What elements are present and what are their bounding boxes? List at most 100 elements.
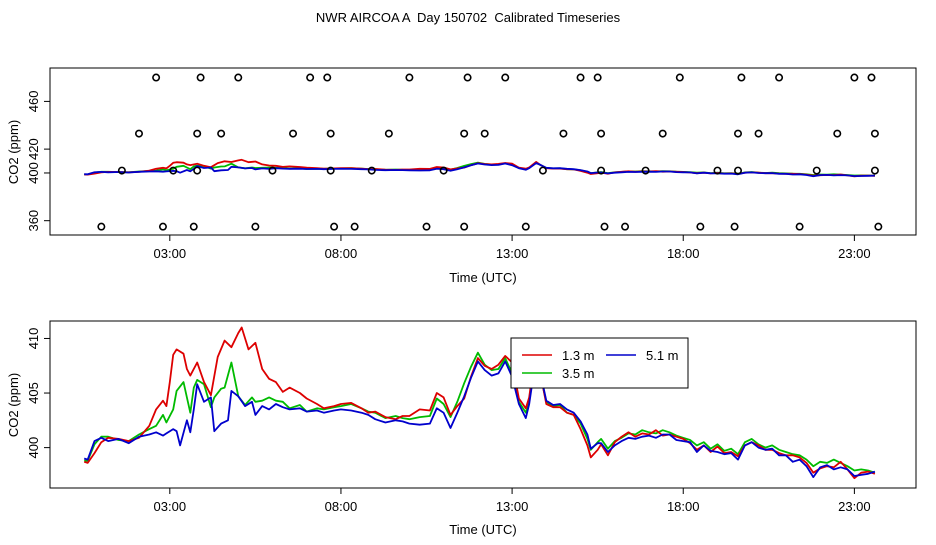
calibration-point: [734, 129, 743, 138]
calibration-point: [795, 222, 804, 231]
page-title: NWR AIRCOA A Day 150702 Calibrated Times…: [316, 10, 621, 25]
top-x-axis-label: Time (UTC): [449, 270, 516, 285]
series-line-1-3-m: [83, 326, 876, 480]
x-tick-label: 08:00: [325, 499, 358, 514]
y-tick-label: 460: [26, 91, 41, 113]
calibration-point: [597, 166, 606, 175]
calibration-point: [169, 166, 178, 175]
x-tick-label: 13:00: [496, 246, 529, 261]
calibration-point: [675, 73, 684, 82]
top-plot-frame: [49, 67, 917, 236]
legend-box: [510, 337, 689, 389]
top-series-lines: [84, 158, 875, 178]
calibration-point: [658, 129, 667, 138]
calibration-point: [576, 73, 585, 82]
calibration-point: [833, 129, 842, 138]
calibration-point: [754, 129, 763, 138]
calibration-point: [439, 166, 448, 175]
calibration-point: [559, 129, 568, 138]
series-line-3-5-m: [84, 351, 876, 474]
calibration-point: [597, 129, 606, 138]
calibration-point: [306, 73, 315, 82]
calibration-point: [737, 73, 746, 82]
bottom-plot-frame: [49, 320, 917, 489]
top-y-axis-label: CO2 (ppm): [6, 120, 21, 184]
y-tick-label: 420: [26, 138, 41, 160]
calibration-point: [713, 166, 722, 175]
legend-label-5-1m: 5.1 m: [646, 348, 679, 363]
calibration-point: [641, 166, 650, 175]
series-line-5-1-m: [83, 356, 876, 479]
calibration-point: [326, 166, 335, 175]
calibration-points: [97, 73, 883, 231]
calibration-point: [152, 73, 161, 82]
calibration-point: [460, 222, 469, 231]
y-tick-label: 405: [26, 382, 41, 404]
series-line-5-1-m: [84, 162, 875, 178]
calibration-point: [812, 166, 821, 175]
calibration-point: [189, 222, 198, 231]
calibration-point: [117, 166, 126, 175]
bottom-y-axis-label: CO2 (ppm): [6, 373, 21, 437]
calibration-point: [593, 73, 602, 82]
calibration-point: [268, 166, 277, 175]
calibration-point: [480, 129, 489, 138]
calibration-point: [196, 73, 205, 82]
bottom-y-axis: 400 405 410: [26, 328, 50, 459]
calibration-point: [874, 222, 883, 231]
calibration-point: [870, 166, 879, 175]
y-tick-label: 400: [26, 162, 41, 184]
calibration-point: [521, 222, 530, 231]
x-tick-label: 18:00: [667, 499, 700, 514]
y-tick-label: 400: [26, 437, 41, 459]
calibration-point: [384, 129, 393, 138]
calibration-point: [463, 73, 472, 82]
calibration-point: [193, 129, 202, 138]
calibration-point: [217, 129, 226, 138]
calibration-point: [730, 222, 739, 231]
calibration-point: [621, 222, 630, 231]
calibration-point: [134, 129, 143, 138]
calibration-point: [193, 166, 202, 175]
bottom-x-axis: 03:00 08:00 13:00 18:00 23:00: [154, 488, 871, 514]
calibration-point: [460, 129, 469, 138]
calibration-point: [538, 166, 547, 175]
calibration-point: [867, 73, 876, 82]
legend-label-3-5m: 3.5 m: [562, 366, 595, 381]
calibration-point: [350, 222, 359, 231]
calibration-point: [870, 129, 879, 138]
top-panel: 03:00 08:00 13:00 18:00 23:00 360 400 420 460 T…: [6, 67, 917, 285]
top-x-axis: 03:00 08:00 13:00 18:00 23:00: [154, 235, 871, 261]
x-tick-label: 23:00: [838, 499, 871, 514]
y-tick-label: 360: [26, 210, 41, 232]
calibration-point: [326, 129, 335, 138]
y-tick-label: 410: [26, 328, 41, 350]
calibration-point: [330, 222, 339, 231]
x-tick-label: 18:00: [667, 246, 700, 261]
calibration-point: [97, 222, 106, 231]
bottom-x-axis-label: Time (UTC): [449, 522, 516, 537]
legend-label-1-3m: 1.3 m: [562, 348, 595, 363]
calibration-point: [600, 222, 609, 231]
x-tick-label: 08:00: [325, 246, 358, 261]
calibration-point: [158, 222, 167, 231]
calibration-point: [251, 222, 260, 231]
x-tick-label: 23:00: [838, 246, 871, 261]
top-y-axis: 360 400 420 460: [26, 91, 50, 232]
calibration-point: [775, 73, 784, 82]
legend: 1.3 m 5.1 m 3.5 m: [510, 337, 689, 389]
calibration-point: [289, 129, 298, 138]
calibration-point: [734, 166, 743, 175]
calibration-point: [850, 73, 859, 82]
calibration-point: [234, 73, 243, 82]
x-tick-label: 03:00: [154, 246, 187, 261]
calibration-point: [367, 166, 376, 175]
calibration-point: [323, 73, 332, 82]
calibration-point: [422, 222, 431, 231]
calibration-point: [501, 73, 510, 82]
bottom-series-lines: [83, 326, 876, 480]
bottom-panel: 03:00 08:00 13:00 18:00 23:00 400 405 410 Time…: [6, 320, 917, 537]
x-tick-label: 13:00: [496, 499, 529, 514]
calibration-point: [405, 73, 414, 82]
